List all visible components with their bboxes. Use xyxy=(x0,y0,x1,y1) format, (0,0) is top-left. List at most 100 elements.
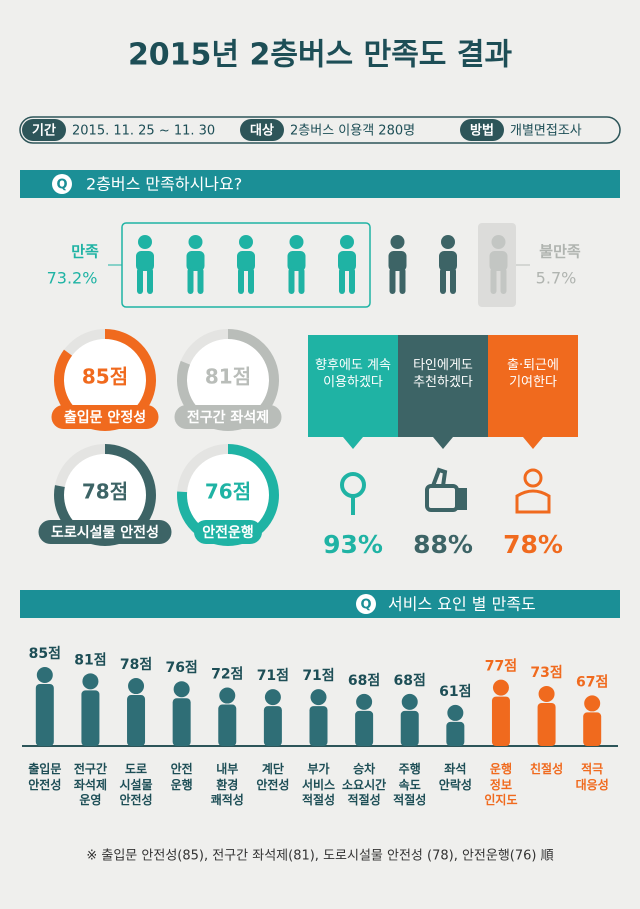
value-label: 67점 xyxy=(576,673,608,690)
q1-header xyxy=(20,170,620,198)
x-tick-label: 안전 운행 xyxy=(170,762,193,792)
bar xyxy=(400,710,419,746)
bar xyxy=(446,721,465,746)
intent-text: 향후에도 계속 이용하겠다 xyxy=(315,358,391,390)
q-mark: Q xyxy=(360,598,371,613)
icon xyxy=(523,468,543,488)
bar xyxy=(355,710,374,746)
info-text: 개별면접조사 xyxy=(510,124,582,139)
value-label: 72점 xyxy=(211,666,243,683)
person-leg xyxy=(288,268,295,294)
x-tick-label: 내부 환경 쾌적성 xyxy=(210,762,244,808)
bar-head xyxy=(447,704,464,721)
person-leg xyxy=(248,268,254,294)
person-leg xyxy=(298,268,305,294)
person-leg xyxy=(147,268,153,294)
info-frame xyxy=(19,116,621,144)
x-tick-label: 좌석 안락성 xyxy=(438,762,472,792)
person-leg xyxy=(137,268,143,294)
ring-name: 도로시설물 안전성 xyxy=(51,524,159,541)
value-label: 71점 xyxy=(302,667,334,684)
bar-head xyxy=(538,685,555,702)
person-leg xyxy=(349,268,355,294)
bar xyxy=(583,712,602,746)
value-label: 77점 xyxy=(485,658,517,675)
value-label: 68점 xyxy=(348,672,380,689)
value-label: 76점 xyxy=(165,659,197,676)
value-label: 68점 xyxy=(394,672,426,689)
bar-head xyxy=(310,689,327,706)
bar-head xyxy=(219,687,236,704)
ring-name: 안전운행 xyxy=(202,524,254,541)
x-tick-label: 출입문 안전성 xyxy=(28,762,62,792)
person-body xyxy=(186,251,205,271)
info-pill xyxy=(240,119,284,141)
person-body xyxy=(489,251,508,271)
person-leg xyxy=(339,268,345,294)
person-head xyxy=(340,235,354,249)
icon xyxy=(340,472,366,498)
info-text: 2층버스 이용객 280명 xyxy=(290,124,415,139)
icon xyxy=(457,488,467,510)
person-body xyxy=(338,251,356,271)
satisfied-value: 73.2% xyxy=(47,269,98,288)
info-label: 기간 xyxy=(32,123,56,139)
ring-pill xyxy=(51,405,159,429)
person-leg xyxy=(389,268,396,294)
intent-pointer xyxy=(343,437,363,449)
icon xyxy=(425,484,459,512)
person-head xyxy=(289,235,304,249)
bar xyxy=(172,698,191,746)
ring-pill xyxy=(194,520,262,544)
x-tick-label: 도로 시설물 안전성 xyxy=(119,762,153,808)
person-head xyxy=(491,235,506,249)
info-label: 방법 xyxy=(470,123,494,139)
x-tick-label: 친절성 xyxy=(530,762,564,776)
intent-box xyxy=(308,335,398,437)
value-label: 61점 xyxy=(439,683,471,700)
person-head xyxy=(441,235,455,249)
person-leg xyxy=(440,268,446,294)
x-tick-label: 운행 정보 인지도 xyxy=(484,762,518,808)
person-body xyxy=(439,251,457,271)
q1-title: 2층버스 만족하시나요? xyxy=(86,175,242,194)
ring-pill xyxy=(38,520,172,544)
intent-box xyxy=(488,335,578,437)
intent-text: 타인에게도 추천하겠다 xyxy=(413,358,473,390)
ring-score: 78점 xyxy=(82,480,128,504)
value-label: 78점 xyxy=(120,656,152,673)
info-text: 2015. 11. 25 ~ 11. 30 xyxy=(72,124,215,139)
person-head xyxy=(188,235,203,249)
intent-value: 93% xyxy=(323,530,383,559)
icon xyxy=(515,489,551,514)
x-tick-label: 주행 속도 적절성 xyxy=(393,762,427,808)
intent-value: 78% xyxy=(503,530,563,559)
q-mark: Q xyxy=(56,178,67,193)
value-label: 73점 xyxy=(530,664,562,681)
ring-name: 출입문 안정성 xyxy=(64,409,146,426)
x-tick-label: 계단 안전성 xyxy=(256,762,290,792)
value-label: 85점 xyxy=(29,645,61,662)
person-leg xyxy=(500,268,507,294)
person-body xyxy=(237,251,255,271)
ring-score: 85점 xyxy=(82,365,128,389)
bar xyxy=(309,706,328,746)
footnote: ※ 출입문 안전성(85), 전구간 좌석제(81), 도로시설물 안전성 (7… xyxy=(86,848,553,864)
x-tick-label: 전구간 좌석제 운영 xyxy=(73,762,107,808)
bar-head xyxy=(128,678,145,695)
x-tick-label: 승차 소요시간 적절성 xyxy=(342,762,387,808)
bar xyxy=(218,704,237,746)
bar-head xyxy=(264,689,281,706)
intent-pointer xyxy=(433,437,453,449)
x-tick-label: 부가 서비스 적절성 xyxy=(301,762,336,808)
bar xyxy=(263,706,282,746)
bar-head xyxy=(173,681,190,698)
satisfied-label: 만족 xyxy=(71,243,99,261)
q-badge xyxy=(52,174,72,194)
q2-header xyxy=(20,590,620,618)
chart-title: 서비스 요인 별 만족도 xyxy=(388,595,536,614)
person-leg xyxy=(450,268,456,294)
ring-name: 전구간 좌석제 xyxy=(187,409,269,426)
intent-pointer xyxy=(523,437,543,449)
